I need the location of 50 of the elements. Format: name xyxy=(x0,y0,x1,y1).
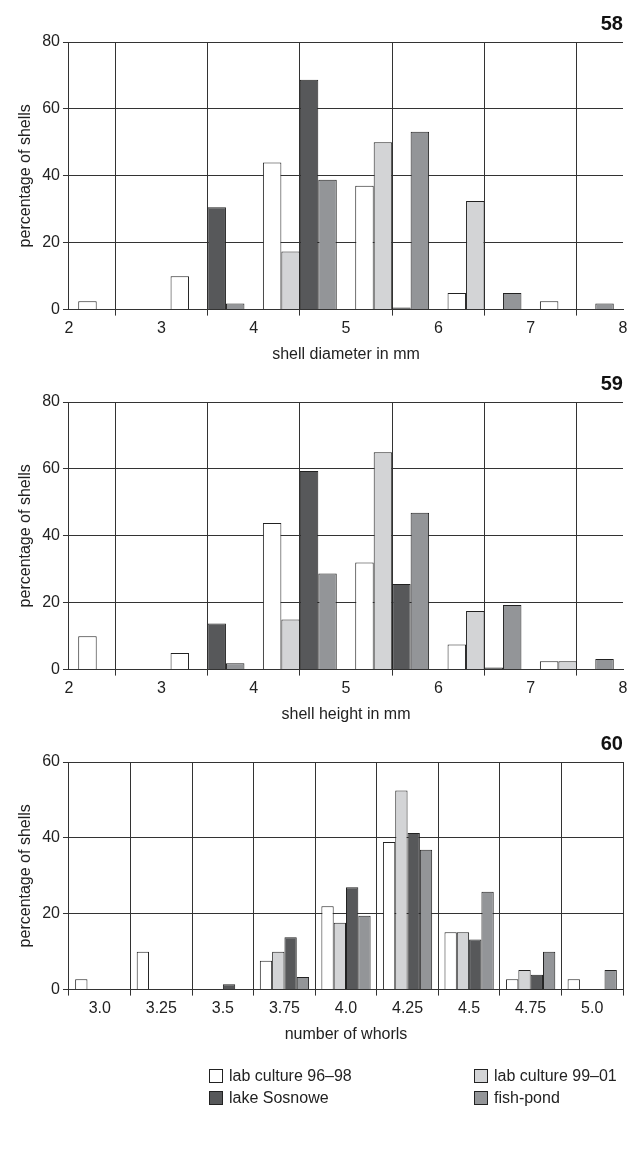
y-tick-label: 80 xyxy=(42,392,61,410)
x-tick-label: 6 xyxy=(433,318,443,336)
chart-title: 60 xyxy=(600,731,623,754)
x-tick-label: 3 xyxy=(156,318,166,336)
x-tick-label: 8 xyxy=(618,318,628,336)
x-tick-label: 5.0 xyxy=(581,998,604,1016)
x-tick-label: 4.75 xyxy=(515,998,547,1016)
y-tick-label: 20 xyxy=(42,593,61,611)
x-tick-label: 2 xyxy=(64,678,74,696)
y-tick-label: 80 xyxy=(42,32,61,50)
x-tick-label: 4.25 xyxy=(391,998,424,1016)
legend-label: lake Sosnowe xyxy=(229,1089,329,1107)
x-tick-label: 5 xyxy=(341,678,351,696)
x-tick-label: 4 xyxy=(249,318,259,336)
y-tick-label: 40 xyxy=(42,166,61,184)
legend-label: fish-pond xyxy=(494,1089,560,1107)
y-tick-label: 0 xyxy=(51,660,61,678)
x-tick-label: 4 xyxy=(249,678,259,696)
y-tick-label: 60 xyxy=(42,459,61,477)
y-tick-label: 0 xyxy=(51,300,61,318)
y-tick-label: 60 xyxy=(42,99,61,117)
legend-label: lab culture 96–98 xyxy=(229,1067,352,1085)
legend-label: lab culture 99–01 xyxy=(494,1067,617,1085)
chart-title: 59 xyxy=(600,371,623,394)
y-axis-title: percentage of shells xyxy=(16,464,34,608)
y-tick-label: 20 xyxy=(42,904,61,922)
y-tick-label: 40 xyxy=(42,526,61,544)
x-axis-title: number of whorls xyxy=(284,1024,408,1042)
x-tick-label: 2 xyxy=(64,318,74,336)
y-tick-label: 20 xyxy=(42,233,61,251)
x-tick-label: 5 xyxy=(341,318,351,336)
x-tick-label: 4.5 xyxy=(457,998,481,1016)
x-axis-title: shell height in mm xyxy=(281,704,411,722)
x-axis-title: shell diameter in mm xyxy=(272,344,420,362)
x-tick-label: 3.25 xyxy=(145,998,177,1016)
x-tick-label: 3 xyxy=(156,678,166,696)
y-tick-label: 0 xyxy=(51,980,61,998)
y-tick-label: 60 xyxy=(42,752,61,770)
x-tick-label: 7 xyxy=(526,678,536,696)
x-tick-label: 3.75 xyxy=(268,998,301,1016)
chart-title: 58 xyxy=(600,11,623,34)
x-tick-label: 6 xyxy=(433,678,443,696)
x-tick-label: 8 xyxy=(618,678,628,696)
x-tick-label: 4.0 xyxy=(334,998,358,1016)
y-axis-title: percentage of shells xyxy=(16,104,34,248)
y-axis-title: percentage of shells xyxy=(16,804,34,948)
x-tick-label: 7 xyxy=(526,318,536,336)
x-tick-label: 3.5 xyxy=(211,998,235,1016)
y-tick-label: 40 xyxy=(42,828,61,846)
x-tick-label: 3.0 xyxy=(88,998,111,1016)
